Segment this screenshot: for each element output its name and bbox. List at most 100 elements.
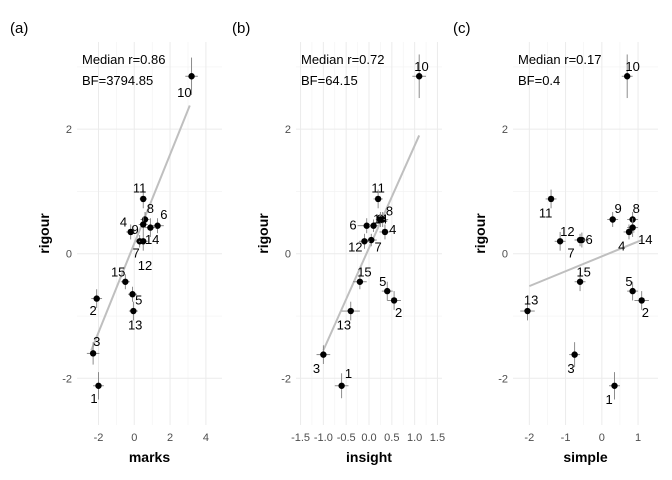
point-label: 3: [567, 361, 574, 376]
point-marker: [320, 351, 327, 358]
data-point: 13: [337, 301, 360, 332]
y-tick-label: -2: [62, 373, 72, 385]
y-tick-label: 0: [285, 249, 291, 261]
data-point: 9: [132, 216, 148, 237]
data-point: 6: [349, 218, 376, 234]
panel-tag: (a): [10, 20, 28, 37]
data-point: 13: [128, 301, 142, 332]
x-tick-label: -1.0: [314, 432, 333, 444]
point-marker: [384, 287, 391, 295]
data-point: 3: [313, 345, 331, 376]
y-tick-label: -2: [281, 373, 291, 385]
x-axis-title: simple: [563, 449, 608, 465]
data-point: 5: [625, 274, 639, 301]
point-marker: [338, 382, 345, 389]
data-point: 10: [621, 54, 640, 99]
x-tick-label: -1.5: [291, 432, 310, 444]
y-axis-title: rigour: [36, 213, 52, 254]
x-tick-label: -1: [561, 432, 571, 444]
point-label: 2: [89, 303, 96, 318]
point-label: 5: [625, 274, 632, 289]
point-marker: [129, 291, 136, 298]
x-tick-label: 0.5: [384, 432, 399, 444]
panel-tag: (b): [232, 20, 250, 37]
point-marker: [356, 278, 364, 285]
point-marker: [415, 73, 423, 80]
point-marker: [188, 73, 195, 80]
median-r-annotation: Median r=0.86: [82, 52, 165, 67]
point-label: 12: [560, 224, 574, 239]
x-tick-label: 1: [635, 432, 641, 444]
point-label: 10: [625, 59, 639, 74]
point-label: 3: [93, 334, 100, 349]
point-label: 9: [132, 222, 139, 237]
data-point: 3: [86, 334, 100, 365]
point-marker: [93, 295, 100, 302]
point-label: 12: [348, 240, 362, 255]
point-marker: [122, 278, 129, 285]
point-marker: [377, 216, 384, 223]
x-tick-label: -2: [94, 432, 104, 444]
point-label: 8: [386, 203, 393, 218]
data-point: 6: [151, 207, 167, 234]
point-marker: [140, 221, 147, 228]
point-label: 4: [618, 238, 625, 253]
data-point: 10: [177, 57, 198, 100]
point-label: 2: [642, 305, 649, 320]
y-tick-label: 0: [66, 249, 72, 261]
point-label: 6: [349, 218, 356, 233]
data-point: 4: [379, 222, 396, 240]
data-point: 15: [353, 264, 372, 290]
x-tick-label: 4: [203, 432, 209, 444]
y-tick-label: 2: [66, 124, 72, 136]
point-marker: [154, 222, 161, 229]
y-axis-title: rigour: [472, 213, 488, 254]
point-marker: [130, 307, 137, 315]
data-point: 2: [634, 291, 649, 320]
point-label: 8: [633, 201, 640, 216]
panel-tag: (c): [453, 20, 471, 37]
point-label: 6: [160, 207, 167, 222]
x-axis-title: insight: [346, 449, 392, 465]
point-label: 7: [375, 240, 382, 255]
point-label: 7: [567, 246, 574, 261]
point-marker: [140, 195, 147, 203]
point-marker: [374, 195, 382, 203]
data-point: 1: [334, 366, 352, 399]
x-tick-label: 1.0: [407, 432, 422, 444]
point-marker: [95, 382, 102, 389]
x-tick-label: 0: [131, 432, 137, 444]
bayes-factor-annotation: BF=3794.85: [82, 73, 153, 88]
point-label: 14: [373, 211, 387, 226]
data-point: 12: [348, 233, 370, 255]
point-marker: [347, 307, 354, 315]
data-point: 11: [371, 180, 385, 209]
point-label: 11: [539, 205, 553, 220]
point-label: 4: [389, 222, 396, 237]
data-point: 11: [539, 189, 557, 220]
point-label: 4: [120, 215, 127, 230]
point-label: 12: [138, 258, 152, 273]
point-label: 15: [111, 264, 125, 279]
point-marker: [547, 195, 555, 203]
point-marker: [89, 350, 97, 357]
data-point: 9: [607, 201, 622, 227]
point-label: 15: [576, 264, 590, 279]
bayes-factor-annotation: BF=64.15: [301, 73, 358, 88]
point-label: 5: [379, 274, 386, 289]
y-tick-label: 0: [502, 249, 508, 261]
point-marker: [147, 224, 154, 231]
point-marker: [623, 73, 631, 80]
x-tick-label: -2: [524, 432, 534, 444]
data-point: 2: [89, 289, 103, 318]
point-marker: [390, 297, 398, 304]
x-tick-label: 2: [167, 432, 173, 444]
x-tick-label: 1.5: [430, 432, 445, 444]
point-marker: [363, 222, 370, 229]
y-tick-label: -2: [498, 373, 508, 385]
point-marker: [361, 238, 368, 245]
point-marker: [127, 228, 134, 236]
point-label: 1: [345, 366, 352, 381]
point-label: 1: [90, 391, 97, 406]
